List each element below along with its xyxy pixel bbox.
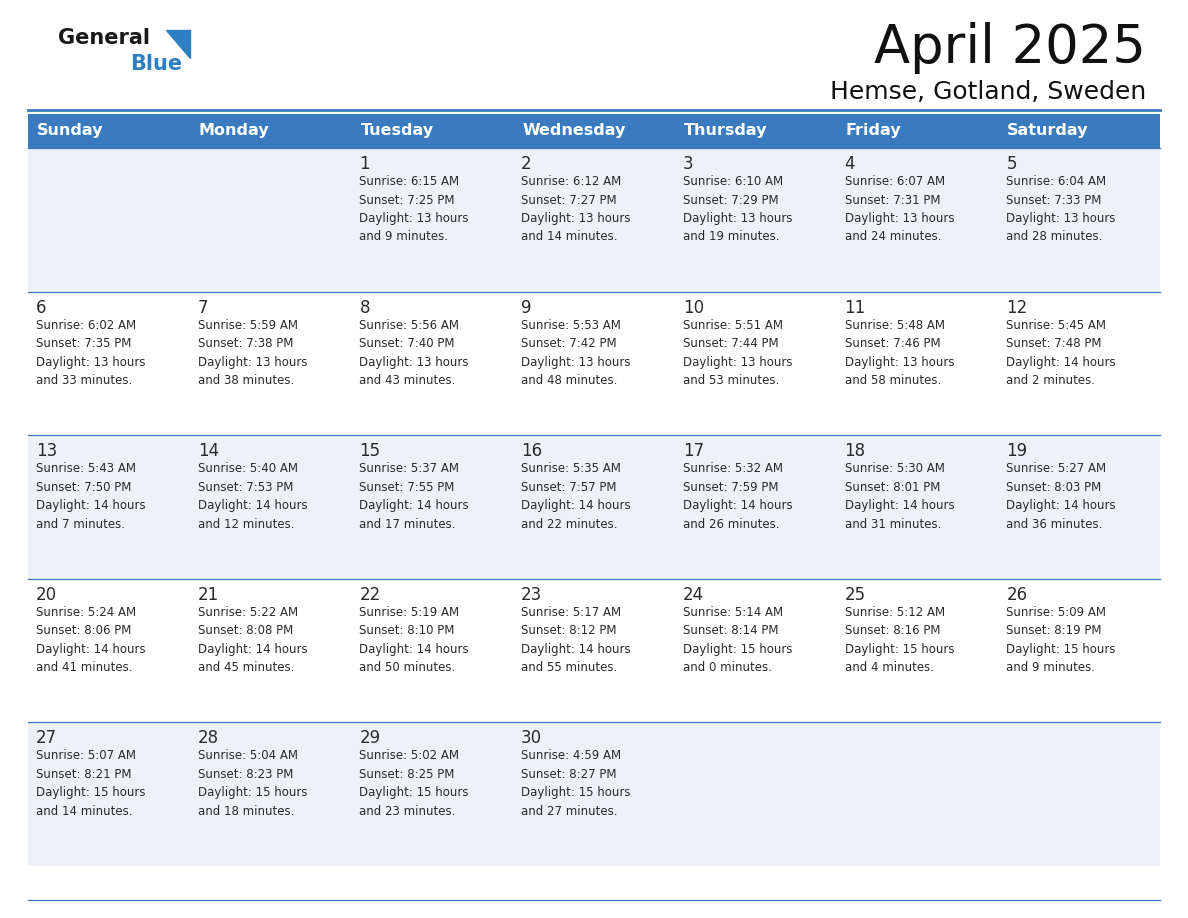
Text: 29: 29: [360, 730, 380, 747]
Text: Sunrise: 5:22 AM
Sunset: 8:08 PM
Daylight: 14 hours
and 45 minutes.: Sunrise: 5:22 AM Sunset: 8:08 PM Dayligh…: [197, 606, 308, 675]
Text: 13: 13: [36, 442, 57, 460]
Text: 10: 10: [683, 298, 704, 317]
Text: 3: 3: [683, 155, 694, 173]
Text: 19: 19: [1006, 442, 1028, 460]
Text: 7: 7: [197, 298, 208, 317]
Bar: [998, 114, 1159, 148]
Text: Sunrise: 5:19 AM
Sunset: 8:10 PM
Daylight: 14 hours
and 50 minutes.: Sunrise: 5:19 AM Sunset: 8:10 PM Dayligh…: [360, 606, 469, 675]
Text: 30: 30: [522, 730, 542, 747]
Text: Sunrise: 5:51 AM
Sunset: 7:44 PM
Daylight: 13 hours
and 53 minutes.: Sunrise: 5:51 AM Sunset: 7:44 PM Dayligh…: [683, 319, 792, 387]
Text: 22: 22: [360, 586, 380, 604]
Text: Sunrise: 5:45 AM
Sunset: 7:48 PM
Daylight: 14 hours
and 2 minutes.: Sunrise: 5:45 AM Sunset: 7:48 PM Dayligh…: [1006, 319, 1116, 387]
Text: 6: 6: [36, 298, 46, 317]
Text: Hemse, Gotland, Sweden: Hemse, Gotland, Sweden: [829, 80, 1146, 104]
Text: 16: 16: [522, 442, 542, 460]
Text: 20: 20: [36, 586, 57, 604]
Text: 17: 17: [683, 442, 704, 460]
Bar: [513, 114, 675, 148]
Text: Wednesday: Wednesday: [523, 124, 626, 139]
Text: Sunrise: 5:09 AM
Sunset: 8:19 PM
Daylight: 15 hours
and 9 minutes.: Sunrise: 5:09 AM Sunset: 8:19 PM Dayligh…: [1006, 606, 1116, 675]
Text: Thursday: Thursday: [684, 124, 767, 139]
Text: Sunrise: 5:04 AM
Sunset: 8:23 PM
Daylight: 15 hours
and 18 minutes.: Sunrise: 5:04 AM Sunset: 8:23 PM Dayligh…: [197, 749, 308, 818]
Text: 11: 11: [845, 298, 866, 317]
Bar: [190, 114, 352, 148]
Text: 8: 8: [360, 298, 369, 317]
Text: Sunrise: 5:24 AM
Sunset: 8:06 PM
Daylight: 14 hours
and 41 minutes.: Sunrise: 5:24 AM Sunset: 8:06 PM Dayligh…: [36, 606, 146, 675]
Text: 25: 25: [845, 586, 866, 604]
Text: 5: 5: [1006, 155, 1017, 173]
Text: Sunrise: 5:32 AM
Sunset: 7:59 PM
Daylight: 14 hours
and 26 minutes.: Sunrise: 5:32 AM Sunset: 7:59 PM Dayligh…: [683, 462, 792, 531]
Text: Sunrise: 5:59 AM
Sunset: 7:38 PM
Daylight: 13 hours
and 38 minutes.: Sunrise: 5:59 AM Sunset: 7:38 PM Dayligh…: [197, 319, 308, 387]
Text: Sunrise: 6:10 AM
Sunset: 7:29 PM
Daylight: 13 hours
and 19 minutes.: Sunrise: 6:10 AM Sunset: 7:29 PM Dayligh…: [683, 175, 792, 243]
Text: Blue: Blue: [129, 54, 182, 74]
Bar: [29, 148, 1159, 292]
Text: Sunrise: 4:59 AM
Sunset: 8:27 PM
Daylight: 15 hours
and 27 minutes.: Sunrise: 4:59 AM Sunset: 8:27 PM Dayligh…: [522, 749, 631, 818]
Text: Sunrise: 6:02 AM
Sunset: 7:35 PM
Daylight: 13 hours
and 33 minutes.: Sunrise: 6:02 AM Sunset: 7:35 PM Dayligh…: [36, 319, 145, 387]
Bar: [836, 114, 998, 148]
Text: 21: 21: [197, 586, 219, 604]
Bar: [29, 114, 190, 148]
Bar: [29, 722, 1159, 866]
Text: Monday: Monday: [198, 124, 270, 139]
Text: Sunrise: 5:48 AM
Sunset: 7:46 PM
Daylight: 13 hours
and 58 minutes.: Sunrise: 5:48 AM Sunset: 7:46 PM Dayligh…: [845, 319, 954, 387]
Text: Sunrise: 6:15 AM
Sunset: 7:25 PM
Daylight: 13 hours
and 9 minutes.: Sunrise: 6:15 AM Sunset: 7:25 PM Dayligh…: [360, 175, 469, 243]
Text: Sunrise: 6:07 AM
Sunset: 7:31 PM
Daylight: 13 hours
and 24 minutes.: Sunrise: 6:07 AM Sunset: 7:31 PM Dayligh…: [845, 175, 954, 243]
Text: Sunrise: 5:56 AM
Sunset: 7:40 PM
Daylight: 13 hours
and 43 minutes.: Sunrise: 5:56 AM Sunset: 7:40 PM Dayligh…: [360, 319, 469, 387]
Bar: [29, 579, 1159, 722]
Text: 15: 15: [360, 442, 380, 460]
Text: 1: 1: [360, 155, 369, 173]
Bar: [29, 292, 1159, 435]
Text: April 2025: April 2025: [874, 22, 1146, 74]
Bar: [29, 435, 1159, 579]
Polygon shape: [166, 30, 190, 58]
Text: Sunrise: 5:37 AM
Sunset: 7:55 PM
Daylight: 14 hours
and 17 minutes.: Sunrise: 5:37 AM Sunset: 7:55 PM Dayligh…: [360, 462, 469, 531]
Text: 24: 24: [683, 586, 704, 604]
Bar: [675, 114, 836, 148]
Text: Sunrise: 5:40 AM
Sunset: 7:53 PM
Daylight: 14 hours
and 12 minutes.: Sunrise: 5:40 AM Sunset: 7:53 PM Dayligh…: [197, 462, 308, 531]
Text: 9: 9: [522, 298, 532, 317]
Text: 4: 4: [845, 155, 855, 173]
Text: Sunrise: 6:12 AM
Sunset: 7:27 PM
Daylight: 13 hours
and 14 minutes.: Sunrise: 6:12 AM Sunset: 7:27 PM Dayligh…: [522, 175, 631, 243]
Text: Sunrise: 6:04 AM
Sunset: 7:33 PM
Daylight: 13 hours
and 28 minutes.: Sunrise: 6:04 AM Sunset: 7:33 PM Dayligh…: [1006, 175, 1116, 243]
Text: Tuesday: Tuesday: [360, 124, 434, 139]
Text: Sunrise: 5:27 AM
Sunset: 8:03 PM
Daylight: 14 hours
and 36 minutes.: Sunrise: 5:27 AM Sunset: 8:03 PM Dayligh…: [1006, 462, 1116, 531]
Text: General: General: [58, 28, 150, 48]
Text: 23: 23: [522, 586, 543, 604]
Text: 2: 2: [522, 155, 532, 173]
Text: Sunrise: 5:12 AM
Sunset: 8:16 PM
Daylight: 15 hours
and 4 minutes.: Sunrise: 5:12 AM Sunset: 8:16 PM Dayligh…: [845, 606, 954, 675]
Bar: [352, 114, 513, 148]
Text: 26: 26: [1006, 586, 1028, 604]
Text: 28: 28: [197, 730, 219, 747]
Text: 18: 18: [845, 442, 866, 460]
Text: 27: 27: [36, 730, 57, 747]
Text: Sunrise: 5:30 AM
Sunset: 8:01 PM
Daylight: 14 hours
and 31 minutes.: Sunrise: 5:30 AM Sunset: 8:01 PM Dayligh…: [845, 462, 954, 531]
Text: Sunrise: 5:14 AM
Sunset: 8:14 PM
Daylight: 15 hours
and 0 minutes.: Sunrise: 5:14 AM Sunset: 8:14 PM Dayligh…: [683, 606, 792, 675]
Text: Friday: Friday: [846, 124, 902, 139]
Text: 12: 12: [1006, 298, 1028, 317]
Text: Sunrise: 5:07 AM
Sunset: 8:21 PM
Daylight: 15 hours
and 14 minutes.: Sunrise: 5:07 AM Sunset: 8:21 PM Dayligh…: [36, 749, 145, 818]
Text: Saturday: Saturday: [1007, 124, 1088, 139]
Text: Sunday: Sunday: [37, 124, 103, 139]
Text: Sunrise: 5:35 AM
Sunset: 7:57 PM
Daylight: 14 hours
and 22 minutes.: Sunrise: 5:35 AM Sunset: 7:57 PM Dayligh…: [522, 462, 631, 531]
Text: Sunrise: 5:02 AM
Sunset: 8:25 PM
Daylight: 15 hours
and 23 minutes.: Sunrise: 5:02 AM Sunset: 8:25 PM Dayligh…: [360, 749, 469, 818]
Text: 14: 14: [197, 442, 219, 460]
Text: Sunrise: 5:17 AM
Sunset: 8:12 PM
Daylight: 14 hours
and 55 minutes.: Sunrise: 5:17 AM Sunset: 8:12 PM Dayligh…: [522, 606, 631, 675]
Text: Sunrise: 5:53 AM
Sunset: 7:42 PM
Daylight: 13 hours
and 48 minutes.: Sunrise: 5:53 AM Sunset: 7:42 PM Dayligh…: [522, 319, 631, 387]
Text: Sunrise: 5:43 AM
Sunset: 7:50 PM
Daylight: 14 hours
and 7 minutes.: Sunrise: 5:43 AM Sunset: 7:50 PM Dayligh…: [36, 462, 146, 531]
